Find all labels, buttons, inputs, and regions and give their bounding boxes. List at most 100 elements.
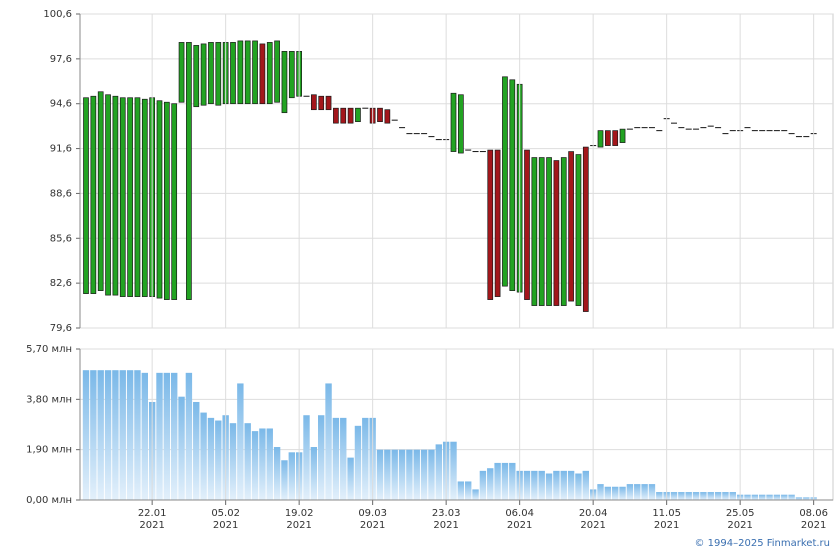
candle bbox=[538, 157, 545, 306]
candle bbox=[288, 51, 295, 99]
volume-bar bbox=[722, 492, 729, 500]
volume-bar bbox=[104, 370, 112, 500]
volume-bar bbox=[604, 486, 612, 500]
volume-bar bbox=[376, 449, 384, 500]
volume-bar bbox=[391, 449, 398, 500]
volume-bar bbox=[597, 484, 604, 500]
volume-bar bbox=[251, 431, 259, 500]
candle bbox=[494, 149, 501, 297]
volume-bar bbox=[185, 372, 193, 500]
volume-bar bbox=[90, 370, 97, 500]
volume-bar bbox=[141, 372, 148, 500]
volume-bar bbox=[678, 492, 685, 500]
volume-bar bbox=[134, 370, 141, 500]
volume-bar bbox=[273, 447, 281, 500]
volume-bar bbox=[215, 420, 222, 500]
volume-bar bbox=[766, 494, 773, 500]
volume-bar bbox=[428, 449, 435, 500]
volume-bar bbox=[567, 470, 575, 500]
volume-bar bbox=[700, 492, 707, 500]
y-tick-label: 94,6 bbox=[50, 99, 72, 110]
volume-bar bbox=[82, 370, 90, 500]
candle bbox=[458, 94, 464, 154]
y-tick-label: 88,6 bbox=[50, 188, 72, 199]
candle bbox=[568, 151, 574, 302]
volume-bar bbox=[332, 417, 340, 500]
volume-bar bbox=[126, 370, 134, 500]
volume-bar bbox=[237, 383, 244, 500]
candle bbox=[237, 40, 244, 105]
candle bbox=[281, 51, 288, 114]
volume-bar bbox=[171, 372, 178, 500]
y-tick-label: 97,6 bbox=[50, 54, 72, 65]
candle bbox=[134, 97, 141, 297]
candle bbox=[384, 109, 391, 124]
x-tick-label: 25.05 2021 bbox=[725, 508, 755, 531]
candle bbox=[311, 94, 317, 111]
candle bbox=[604, 130, 611, 146]
candle bbox=[112, 95, 119, 296]
x-tick-label: 06.04 2021 bbox=[505, 508, 534, 531]
volume-bar bbox=[751, 494, 759, 500]
volume-bar bbox=[641, 484, 648, 500]
candle bbox=[612, 130, 619, 146]
candle bbox=[141, 98, 148, 297]
candle bbox=[377, 107, 383, 123]
candle bbox=[531, 157, 538, 306]
candle bbox=[119, 97, 126, 297]
x-tick-label: 22.01 2021 bbox=[137, 508, 167, 531]
candle bbox=[186, 42, 192, 300]
volume-bar bbox=[582, 470, 589, 500]
volume-bar bbox=[494, 462, 501, 500]
candle bbox=[325, 95, 332, 111]
volume-bar bbox=[303, 415, 310, 500]
candle bbox=[333, 107, 339, 124]
candle bbox=[266, 42, 273, 105]
candle bbox=[164, 101, 170, 300]
volume-bar bbox=[487, 468, 494, 500]
volume-bar bbox=[707, 492, 714, 500]
candle bbox=[553, 160, 560, 306]
volume-bar bbox=[612, 486, 619, 500]
candle bbox=[347, 107, 354, 124]
volume-bar bbox=[97, 370, 104, 500]
candle bbox=[619, 128, 626, 143]
x-tick-label: 05.02 2021 bbox=[211, 508, 240, 531]
volume-bar bbox=[163, 372, 171, 500]
volume-bar bbox=[362, 417, 369, 500]
plot-area bbox=[79, 13, 834, 329]
volume-bar bbox=[465, 481, 472, 500]
y-tick-label: 100,6 bbox=[43, 9, 72, 20]
volume-bar bbox=[656, 492, 663, 500]
candle bbox=[171, 103, 178, 300]
volume-bar bbox=[259, 428, 266, 500]
x-tick-label: 20.04 2021 bbox=[578, 508, 608, 531]
volume-bar bbox=[413, 449, 420, 500]
volume-bar bbox=[310, 447, 318, 500]
volume-bar bbox=[229, 423, 237, 500]
y-tick-label: 1,90 млн bbox=[26, 445, 72, 456]
candle bbox=[97, 91, 104, 291]
volume-bar bbox=[538, 470, 545, 500]
volume-bar bbox=[318, 415, 325, 500]
volume-bar bbox=[795, 497, 803, 500]
candle bbox=[340, 107, 347, 124]
candle bbox=[200, 43, 207, 106]
volume-bar bbox=[634, 484, 641, 500]
candle bbox=[208, 42, 214, 105]
candle bbox=[244, 40, 251, 105]
volume-bar bbox=[398, 449, 406, 500]
volume-bar bbox=[714, 492, 722, 500]
copyright[interactable]: © 1994–2025 Finmarket.ru bbox=[694, 538, 830, 549]
volume-bar bbox=[119, 370, 126, 500]
candle bbox=[575, 154, 582, 306]
y-tick-label: 5,70 млн bbox=[26, 344, 72, 355]
volume-bar bbox=[670, 492, 678, 500]
candle bbox=[83, 97, 89, 294]
volume-bar bbox=[406, 449, 413, 500]
volume-bar bbox=[384, 449, 391, 500]
volume-bar bbox=[472, 489, 479, 500]
candle bbox=[597, 130, 604, 148]
volume-bar bbox=[648, 484, 656, 500]
